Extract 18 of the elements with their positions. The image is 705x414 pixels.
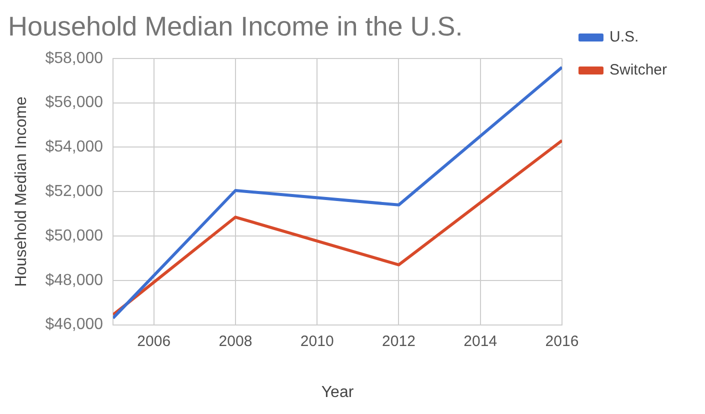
x-axis-title: Year [321,384,354,401]
legend-label: Switcher [609,62,668,79]
y-tick-label: $58,000 [45,50,104,67]
x-tick-label: 2016 [545,332,579,350]
x-tick-label: 2012 [382,332,416,350]
chart-title: Household Median Income in the U.S. [8,12,463,42]
y-tick-label: $48,000 [45,272,104,289]
x-tick-label: 2010 [300,332,334,350]
legend-label: U.S. [609,28,639,46]
y-tick-label: $46,000 [45,316,104,334]
x-tick-label: 2014 [464,332,498,350]
y-tick-label: $54,000 [45,138,104,156]
x-tick-label: 2006 [137,332,171,350]
x-tick-label: 2008 [218,332,252,350]
y-axis-title: Household Median Income [13,96,30,287]
y-tick-label: $56,000 [45,94,104,112]
y-tick-label: $50,000 [45,227,104,244]
y-tick-label: $52,000 [45,183,104,200]
